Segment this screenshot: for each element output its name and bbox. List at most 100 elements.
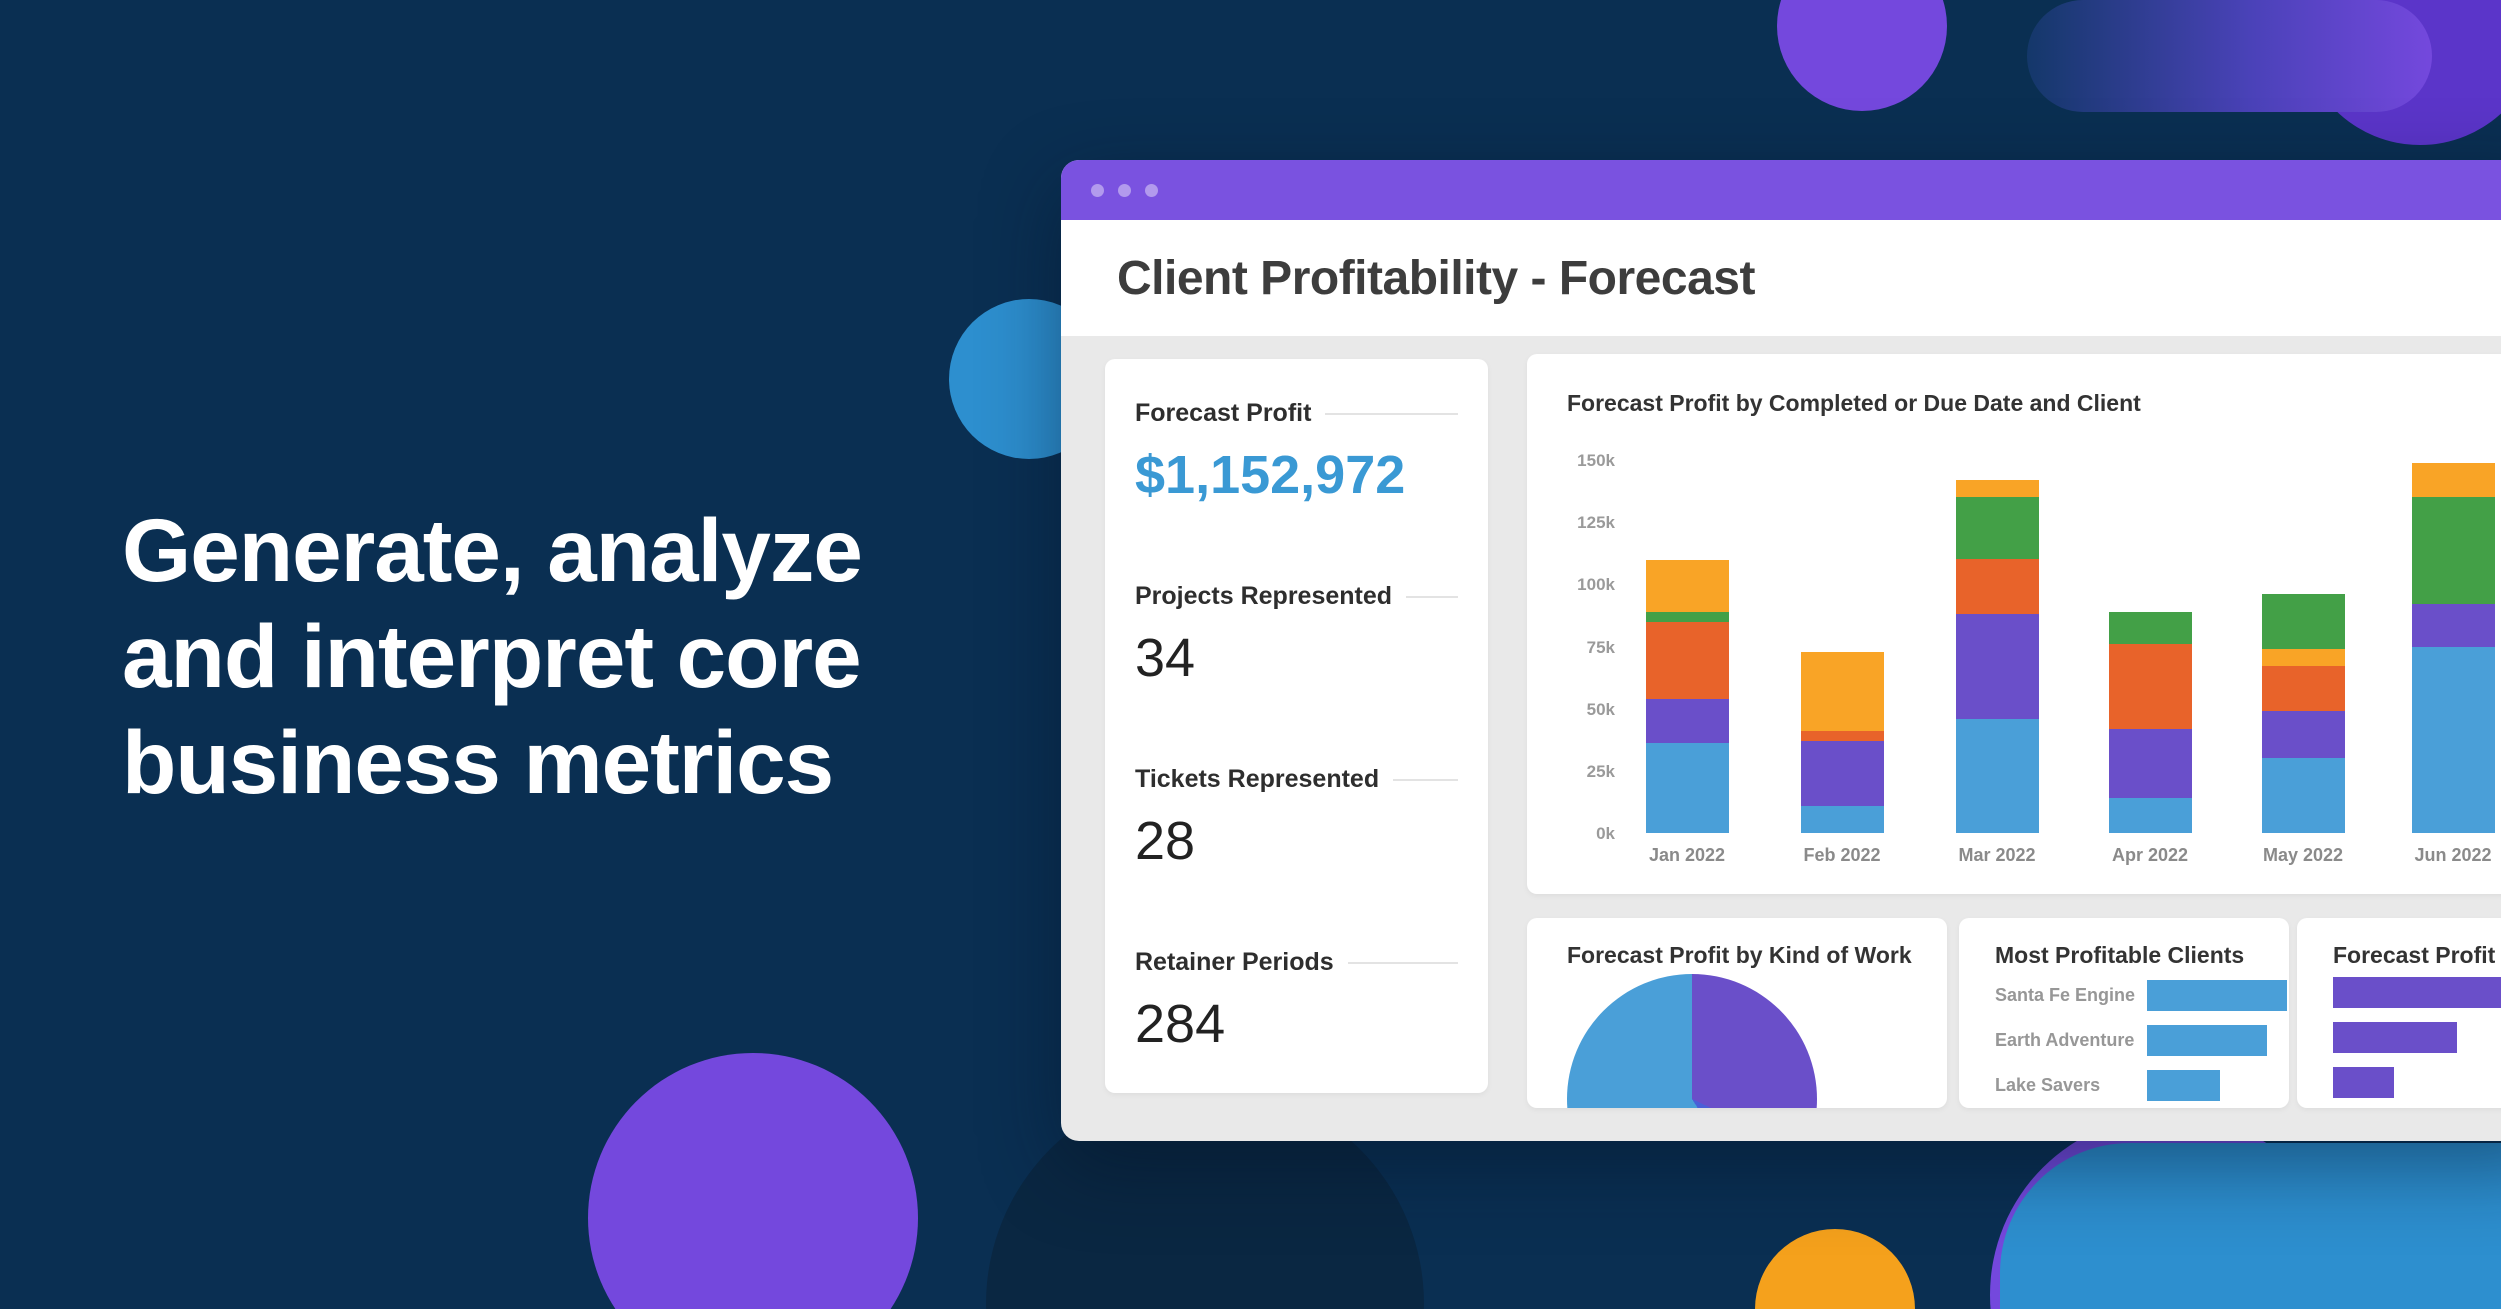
decor-rounded-rect-blue-bottomright — [2000, 1143, 2501, 1309]
stacked-bar-plot: Jan 2022 Feb 2022 Mar 2022 Apr 2022 May 2022… — [1577, 451, 2501, 865]
headline-line-1: Generate, analyze — [122, 500, 863, 600]
pie-chart-title: Forecast Profit by Kind of Work — [1567, 942, 1912, 968]
bar-segment — [2108, 728, 2192, 799]
bar-segment — [1800, 731, 1884, 742]
forecast-bars — [2333, 977, 2501, 1108]
bar-segment — [2411, 646, 2495, 833]
bar-segment — [2108, 644, 2192, 729]
bar — [2333, 1022, 2457, 1053]
bar — [2147, 1025, 2268, 1056]
forecast-chart-title: Forecast Profit — [2333, 942, 2496, 968]
bar-segment — [1800, 805, 1884, 833]
stat-label: Retainer Periods — [1135, 948, 1334, 976]
headline: Generate, analyze and interpret core bus… — [122, 498, 1082, 816]
bar-segment — [1645, 698, 1729, 744]
bar — [2333, 977, 2501, 1008]
pie-chart-card: Forecast Profit by Kind of Work — [1527, 918, 1947, 1108]
bar-row-label: Santa Fe Engine — [1995, 985, 2136, 1005]
stacked-bar — [2411, 462, 2495, 833]
bar-segment — [2411, 497, 2495, 605]
bar-segment — [1955, 479, 2039, 498]
y-axis-label: 100k — [1577, 575, 1615, 595]
bar-segment — [2261, 666, 2345, 712]
bar — [2147, 980, 2287, 1011]
bar-segment — [1645, 743, 1729, 833]
bar-segment — [1645, 621, 1729, 699]
divider — [1325, 412, 1458, 415]
stacked-chart-title: Forecast Profit by Completed or Due Date… — [1567, 390, 2141, 416]
x-axis-label: Jan 2022 — [1648, 845, 1726, 865]
stat-label: Tickets Represented — [1135, 765, 1380, 793]
decor-circle-purple-top — [1777, 0, 1947, 111]
x-axis-label: Apr 2022 — [2111, 845, 2189, 865]
bar-segment — [1645, 611, 1729, 622]
y-axis-label: 150k — [1577, 451, 1615, 470]
clients-bars: Santa Fe Engine Earth Adventure Lake Saver… — [1995, 980, 2287, 1108]
stacked-bar — [2261, 594, 2345, 833]
report-title: Client Profitability - Forecast — [1117, 251, 1755, 305]
bar-row — [2333, 977, 2501, 1008]
bar — [2147, 1070, 2220, 1101]
window-titlebar — [1061, 160, 2501, 220]
stat-tickets-represented: Tickets Represented 28 — [1135, 765, 1458, 872]
divider — [1406, 595, 1458, 598]
bar-row: Santa Fe Engine — [1995, 980, 2287, 1011]
bar-row — [2333, 1067, 2501, 1098]
pie-chart — [1567, 974, 1817, 1108]
decor-circle-purple-bottomleft — [588, 1053, 918, 1309]
y-axis-label: 75k — [1586, 637, 1615, 657]
bar-segment — [1955, 559, 2039, 615]
clients-chart-card: Most Profitable Clients Santa Fe Engine E… — [1959, 918, 2289, 1108]
x-axis-label: Feb 2022 — [1803, 845, 1881, 865]
window-control-dot-icon — [1145, 183, 1158, 197]
bar-row-label: Earth Adventure — [1995, 1030, 2135, 1050]
stat-projects-represented: Projects Represented 34 — [1135, 582, 1458, 689]
bar-segment — [2261, 594, 2345, 650]
bar-segment — [2411, 604, 2495, 647]
stacked-bar — [2108, 611, 2192, 833]
headline-line-2: and interpret core — [122, 605, 862, 706]
bar-row: Earth Adventure — [1995, 1025, 2287, 1056]
bar-segment — [2411, 462, 2495, 498]
stat-label: Projects Represented — [1135, 582, 1393, 610]
bar — [2333, 1067, 2394, 1098]
y-axis-label: 50k — [1586, 699, 1615, 719]
stacked-bar — [1800, 651, 1884, 833]
bar-row-label: Lake Savers — [1995, 1075, 2101, 1095]
bar-segment — [2261, 649, 2345, 667]
bar-segment — [1955, 718, 2039, 833]
headline-line-3: business metrics — [122, 711, 834, 812]
stat-value: 28 — [1135, 811, 1196, 871]
app-window: Client Profitability - Forecast Forecast… — [1061, 160, 2501, 1141]
bar-segment — [2261, 758, 2345, 833]
stats-panel: Forecast Profit $1,152,972 Projects Repr… — [1105, 359, 1488, 1093]
stacked-chart-card: Forecast Profit by Completed or Due Date… — [1527, 354, 2501, 894]
y-axis-label: 0k — [1596, 824, 1615, 843]
bar-segment — [2261, 711, 2345, 759]
bar-segment — [1645, 559, 1729, 612]
stat-value: 34 — [1135, 628, 1196, 688]
dashboard-body: Forecast Profit $1,152,972 Projects Repr… — [1061, 336, 2501, 1141]
bar-segment — [1955, 497, 2039, 560]
stat-label: Forecast Profit — [1135, 399, 1312, 427]
divider — [1347, 961, 1458, 964]
window-control-dot-icon — [1118, 183, 1131, 197]
x-axis-label: Jun 2022 — [2414, 845, 2492, 865]
y-axis-label: 125k — [1577, 513, 1615, 533]
window-control-dot-icon — [1091, 183, 1104, 197]
x-axis-label: May 2022 — [2262, 845, 2344, 865]
divider — [1393, 778, 1458, 781]
bar-segment — [1800, 741, 1884, 806]
decor-gradient-pill — [2027, 0, 2432, 112]
y-axis-label: 25k — [1586, 761, 1615, 781]
stat-value: $1,152,972 — [1135, 445, 1406, 505]
stat-retainer-periods: Retainer Periods 284 — [1135, 948, 1458, 1055]
decor-circle-orange-bottom — [1755, 1229, 1915, 1309]
clients-chart-title: Most Profitable Clients — [1995, 942, 2245, 968]
bar-row — [2333, 1022, 2501, 1053]
stacked-bar — [1645, 559, 1729, 833]
forecast-chart-card: Forecast Profit — [2297, 918, 2501, 1108]
bar-segment — [2108, 798, 2192, 833]
bar-segment — [1955, 614, 2039, 719]
stat-value: 284 — [1135, 994, 1226, 1054]
